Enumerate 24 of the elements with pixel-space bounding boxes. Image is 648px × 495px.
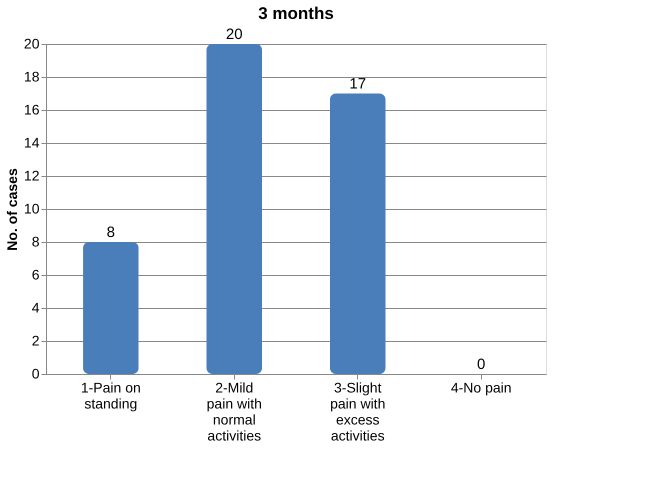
- y-tick-label: 6: [32, 266, 40, 282]
- y-axis-title: No. of cases: [4, 168, 20, 251]
- bar: [83, 242, 139, 374]
- x-tick-label: 3-Slight pain with excess activities: [330, 380, 386, 444]
- y-tick-label: 12: [24, 168, 40, 184]
- data-label: 20: [226, 26, 243, 43]
- y-tick-label: 4: [32, 300, 40, 316]
- x-tick-label: 1-Pain on standing: [80, 380, 141, 412]
- y-tick-label: 10: [24, 200, 40, 216]
- chart-title: 3 months: [258, 4, 334, 23]
- data-label: 17: [349, 76, 366, 92]
- y-tick-label: 2: [32, 332, 40, 348]
- y-tick-label: 20: [24, 36, 40, 52]
- x-tick-label: 2-Mild pain with normal activities: [206, 380, 262, 444]
- data-label: 8: [106, 224, 115, 241]
- y-tick-label: 0: [32, 366, 40, 382]
- y-tick-label: 14: [24, 134, 40, 150]
- y-tick-label: 16: [24, 102, 40, 118]
- y-tick-label: 18: [24, 68, 40, 84]
- x-tick-label: 4-No pain: [450, 380, 512, 396]
- bar: [330, 94, 386, 374]
- bar: [206, 44, 262, 374]
- data-label: 0: [477, 356, 486, 373]
- y-tick-label: 8: [32, 234, 40, 250]
